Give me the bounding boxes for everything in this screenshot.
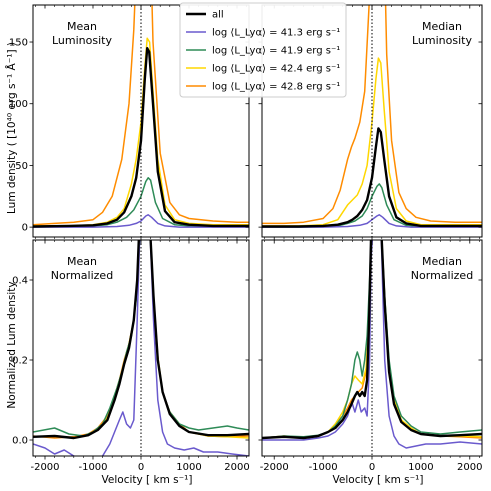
legend: all log ⟨L_Lyα⟩ = 41.3 erg s⁻¹ log ⟨L_Lyα⟩…	[179, 2, 347, 98]
series-line-purple	[262, 214, 482, 228]
y-tick-label: 150	[9, 38, 28, 49]
y-tick-label: 0.0	[12, 436, 28, 447]
legend-box	[179, 2, 347, 98]
y-tick-label: 0	[22, 223, 28, 234]
panel-3: -2000 -1000 0 1000 2000 0.0 0.2 0.4 MeanNormaliz…	[12, 239, 250, 473]
y-tick-label: 50	[15, 161, 28, 172]
panel-title-line: Normalized	[411, 269, 473, 282]
panel-title-line: Luminosity	[52, 34, 112, 47]
panels-group: 050100150MeanLuminosityMedianLuminosity-…	[9, 4, 483, 473]
series-line-orange	[262, 5, 482, 225]
x-tick-label: 1000	[176, 462, 201, 473]
legend-label: all	[212, 10, 224, 21]
series-line-orange	[33, 5, 249, 226]
y-tick-label: 0.4	[12, 276, 28, 287]
x-tick-label: -2000	[30, 462, 59, 473]
x-tick-label: 0	[369, 462, 375, 473]
panel-title-line: Median	[422, 20, 462, 33]
series-line-purple	[33, 214, 249, 228]
x-tick-label: 2000	[457, 462, 482, 473]
x-tick-label: 0	[138, 462, 144, 473]
series-line-yellow	[262, 57, 482, 227]
panel-title-line: Luminosity	[412, 34, 472, 47]
legend-label: log ⟨L_Lyα⟩ = 41.9 erg s⁻¹	[212, 46, 340, 57]
x-axis-label-left: Velocity [ km s⁻¹]	[102, 474, 193, 486]
x-tick-label: 2000	[224, 462, 249, 473]
series-line-purple	[33, 240, 249, 456]
x-tick-label: -1000	[309, 462, 338, 473]
legend-label: log ⟨L_Lyα⟩ = 41.3 erg s⁻¹	[212, 28, 340, 39]
y-tick-label: 0.2	[12, 356, 28, 367]
y-axis-label-bottom: Normalized Lum density	[6, 281, 18, 408]
series-line-all	[262, 240, 482, 440]
series-line-purple	[262, 240, 482, 449]
y-axis-label-top: Lum density ( [10⁴⁰ erg s⁻¹ Å⁻¹] )	[5, 42, 18, 214]
legend-label: log ⟨L_Lyα⟩ = 42.8 erg s⁻¹	[212, 82, 340, 93]
panel-title-line: Median	[422, 255, 462, 268]
series-line-all	[33, 47, 249, 228]
y-tick-label: 100	[9, 99, 28, 110]
panel-title-line: Normalized	[51, 269, 113, 282]
panel-title-line: Mean	[67, 20, 97, 33]
series-line-all	[33, 240, 249, 440]
x-axis-label-right: Velocity [ km s⁻¹]	[333, 474, 424, 486]
x-tick-label: -1000	[78, 462, 107, 473]
x-tick-label: -2000	[260, 462, 289, 473]
x-tick-label: 1000	[408, 462, 433, 473]
panel-title-line: Mean	[67, 255, 97, 268]
legend-label: log ⟨L_Lyα⟩ = 42.4 erg s⁻¹	[212, 64, 340, 75]
